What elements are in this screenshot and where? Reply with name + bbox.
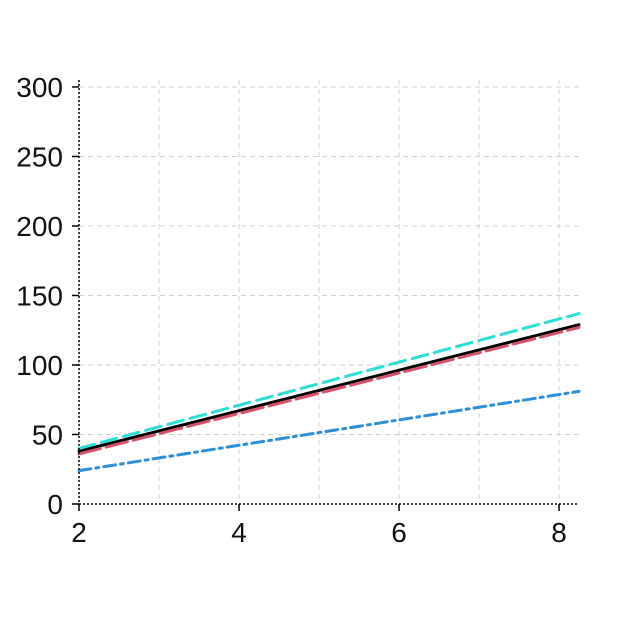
y-tick-label: 100 — [16, 350, 63, 381]
series-line-3 — [77, 312, 581, 450]
x-tick-label: 6 — [391, 517, 407, 548]
y-tick-label: 250 — [16, 141, 63, 172]
y-tick-label: 150 — [16, 280, 63, 311]
x-tick-label: 8 — [551, 517, 567, 548]
y-tick-label: 0 — [47, 489, 63, 520]
series-layer — [77, 312, 581, 473]
x-tick-label: 2 — [71, 517, 87, 548]
x-tick-label: 4 — [231, 517, 247, 548]
y-tick-label: 200 — [16, 211, 63, 242]
y-tick-label: 300 — [16, 72, 63, 103]
y-tick-label: 50 — [32, 419, 63, 450]
series-line-1 — [77, 323, 581, 453]
series-line-2 — [77, 325, 581, 456]
tick-label-layer: 2 4 6 8 0 50 100 150 200 250 300 — [16, 72, 567, 548]
axis-layer — [72, 80, 579, 511]
series-line-4 — [77, 389, 581, 473]
grid-layer — [78, 80, 579, 504]
